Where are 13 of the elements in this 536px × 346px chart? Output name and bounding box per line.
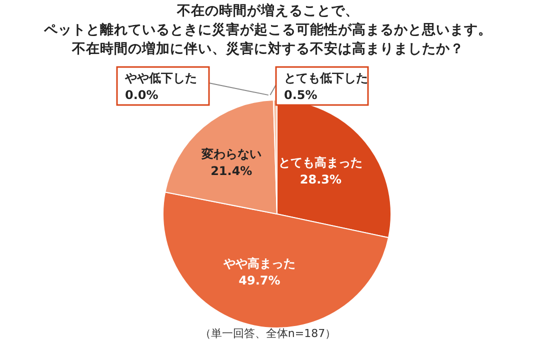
category-label: やや低下した	[125, 71, 197, 85]
slice-label: 変わらない	[200, 147, 262, 162]
slice-label: とても高まった	[278, 156, 363, 170]
data-label: 0.5%	[284, 88, 318, 102]
data-label: 28.3%	[300, 172, 342, 187]
slice-label: とても低下した	[284, 71, 368, 85]
chart-subtitle: 不在時間の増加に伴い、災害に対する不安は高まりましたか？	[72, 41, 464, 57]
data-label: 21.4%	[210, 164, 252, 178]
slice-label: やや高まった	[222, 256, 296, 270]
chart-title: 不在の時間が増えることで、ペットと離れているときに災害が起こる可能性が高まるかと思います。	[44, 3, 492, 38]
text: （単一回答、全体n=187）	[198, 326, 338, 341]
data-label: 49.7%	[238, 273, 280, 288]
text: 0.0%	[125, 88, 158, 102]
